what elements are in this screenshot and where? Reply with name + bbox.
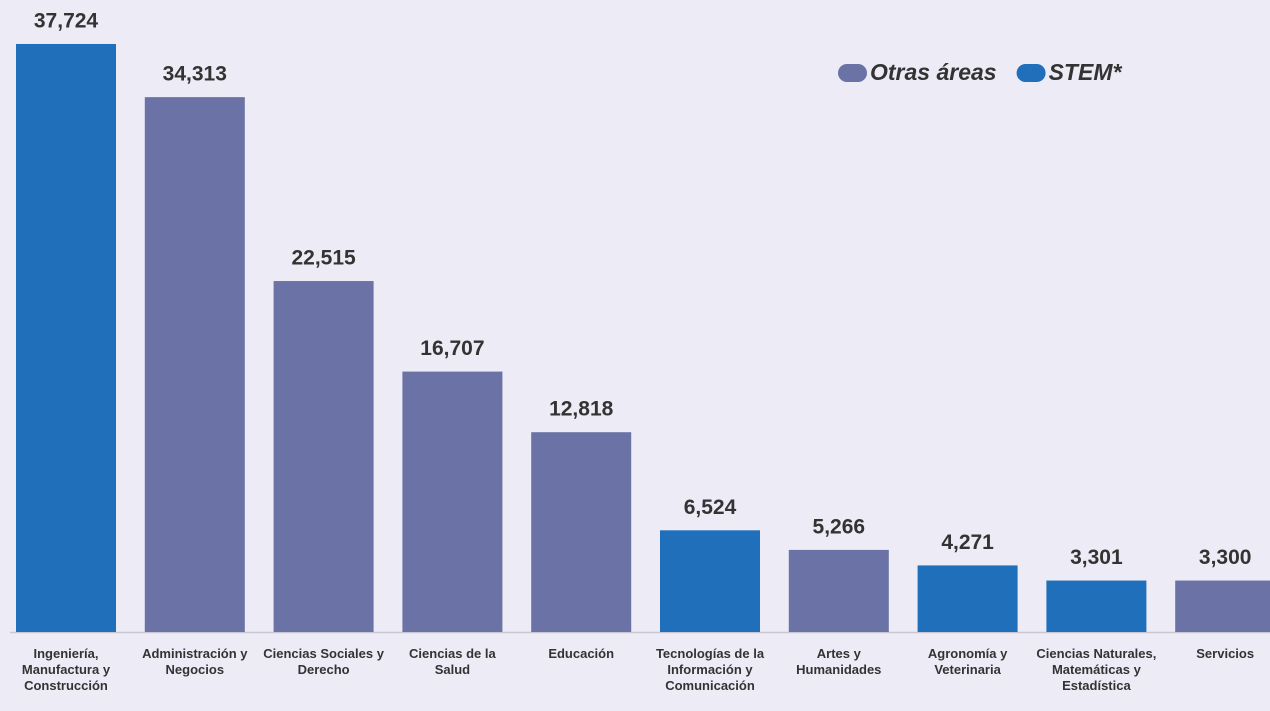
bar — [1046, 580, 1147, 632]
x-tick-label: Agronomía y Veterinaria — [927, 646, 1008, 677]
legend-marker — [838, 64, 867, 82]
bar — [917, 565, 1018, 632]
bar — [531, 432, 632, 632]
legend-label: Otras áreas — [870, 59, 997, 85]
x-tick-label: Educación — [548, 646, 615, 661]
value-label: 12,818 — [549, 398, 614, 421]
value-label: 37,724 — [34, 10, 99, 33]
x-tick-label: Servicios — [1196, 646, 1255, 661]
bar — [1175, 580, 1270, 632]
bar — [402, 371, 503, 632]
bar — [788, 549, 889, 632]
bar — [16, 43, 116, 632]
value-label: 3,301 — [1070, 546, 1123, 569]
value-label: 22,515 — [291, 247, 356, 270]
value-label: 5,266 — [813, 515, 866, 538]
x-tick-label: Ciencias Naturales, Matemáticas y Estadí… — [1036, 646, 1157, 693]
bar — [144, 97, 245, 632]
x-tick-label: Administración y Negocios — [142, 646, 248, 677]
x-tick-label: Tecnologías de la Información y Comunica… — [655, 646, 765, 693]
value-label: 34,313 — [163, 63, 227, 86]
x-tick-label: Ciencias de la Salud — [409, 646, 496, 677]
value-label: 6,524 — [684, 496, 737, 519]
value-label: 16,707 — [420, 337, 484, 360]
legend-marker — [1016, 64, 1046, 82]
legend-label: STEM* — [1049, 59, 1123, 85]
x-tick-label: Ciencias Sociales y Derecho — [263, 646, 384, 677]
bar — [660, 530, 760, 632]
x-tick-label: Ingeniería, Manufactura y Construcción — [21, 646, 111, 693]
bar — [273, 281, 374, 632]
value-label: 4,271 — [941, 531, 994, 554]
value-label: 3,300 — [1199, 546, 1252, 569]
x-tick-label: Artes y Humanidades — [796, 646, 882, 677]
